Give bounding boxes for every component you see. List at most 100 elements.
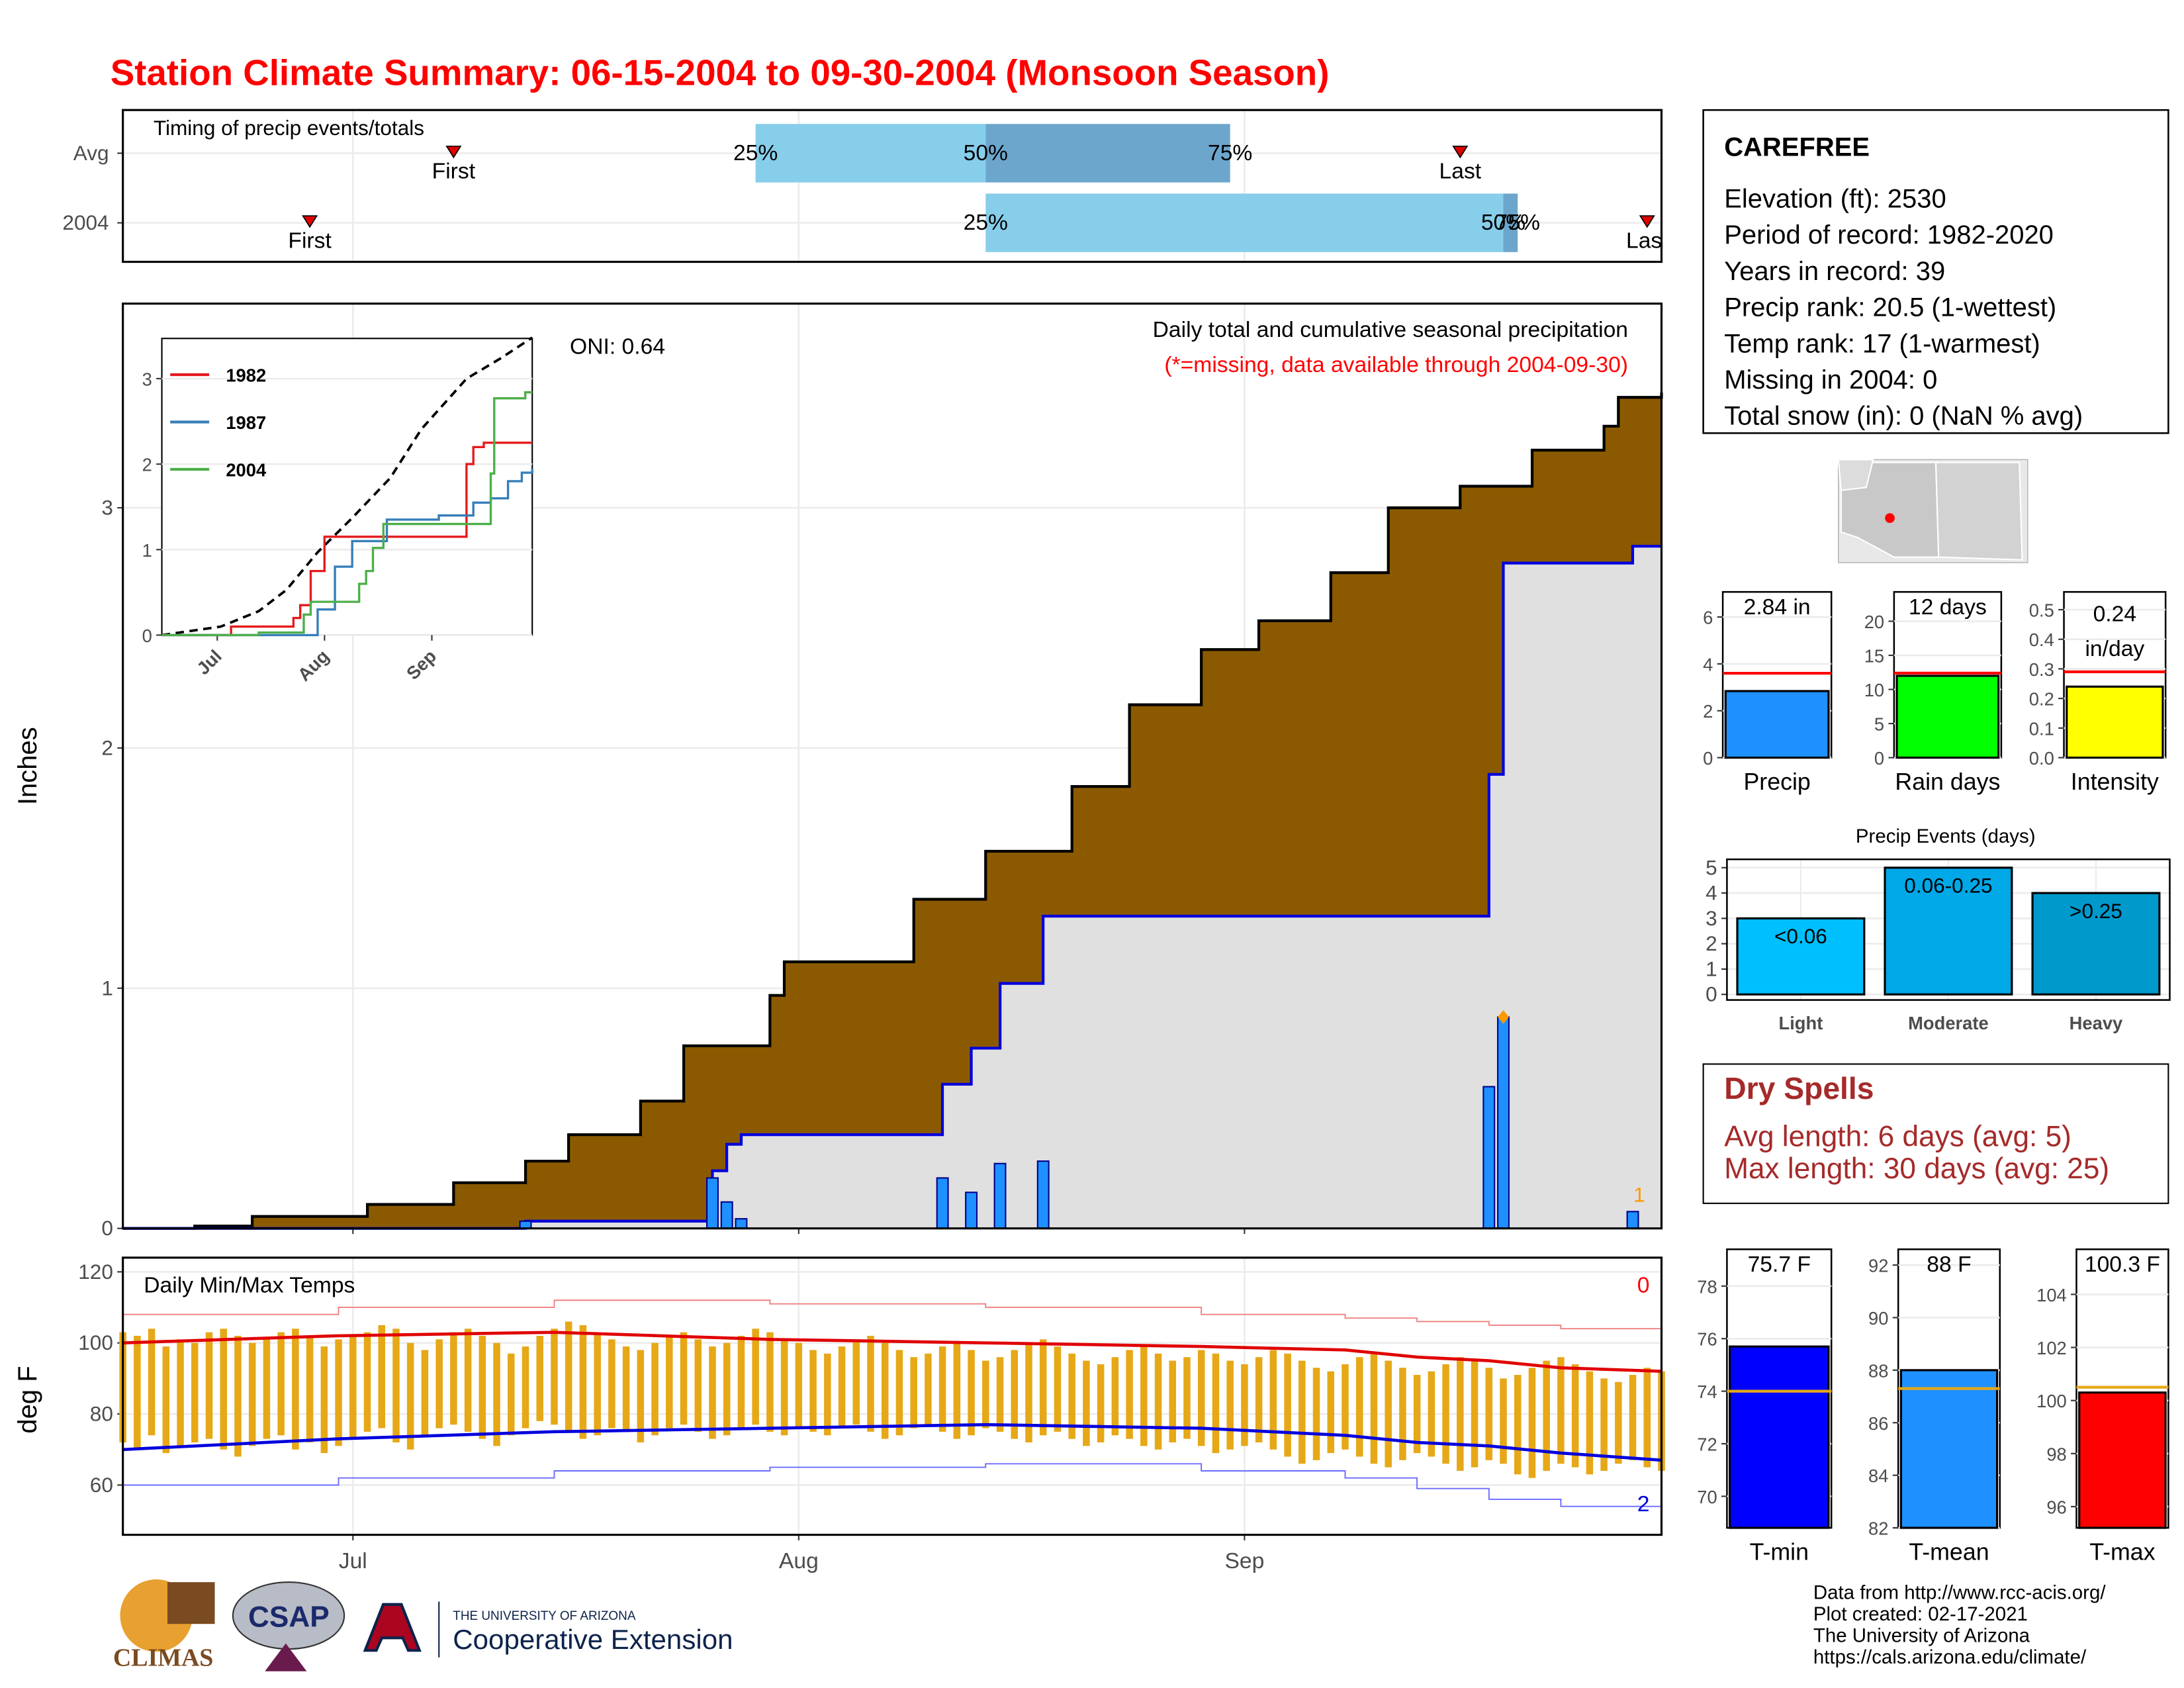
timing-bar: [755, 124, 986, 183]
station-line: Elevation (ft): 2530: [1724, 184, 1946, 213]
station-line: Total snow (in): 0 (NaN % avg): [1724, 402, 2083, 431]
dry-line: Max length: 30 days (avg: 25): [1724, 1152, 2109, 1185]
x-tick-label: Light: [1779, 1013, 1823, 1033]
legend-label: 1987: [226, 412, 266, 433]
y-tick-label: 2: [101, 735, 113, 759]
y-tick-label: 15: [1864, 646, 1884, 667]
event-marker: [302, 215, 318, 228]
y-tick-label: 100: [2036, 1391, 2067, 1411]
temp-bar: [996, 1357, 1004, 1432]
temp-bar: [1255, 1357, 1263, 1443]
temp-bar: [1111, 1357, 1119, 1436]
extension-text: Cooperative Extension: [453, 1624, 733, 1655]
chart-title: Daily total and cumulative seasonal prec…: [1153, 318, 1628, 342]
y-tick-label: 104: [2036, 1285, 2067, 1305]
y-tick-label: 0.4: [2029, 630, 2054, 650]
temp-bar: [780, 1339, 788, 1436]
quantile-label: 75%: [1208, 141, 1252, 165]
temp-bar: [1011, 1350, 1019, 1439]
daily-bar: [1626, 1211, 1639, 1229]
temp-bar: [1643, 1368, 1651, 1468]
temp-bar: [421, 1350, 429, 1436]
station-line: Missing in 2004: 0: [1724, 365, 1937, 395]
event-marker: [1452, 146, 1469, 159]
panel-border: [122, 109, 1663, 263]
page-title: Station Climate Summary: 06-15-2004 to 0…: [111, 52, 1330, 93]
temp-bar: [450, 1332, 457, 1425]
event-label: First: [288, 229, 332, 254]
footer-line: Data from http://www.rcc-acis.org/: [1813, 1581, 2106, 1603]
temp-bar: [1586, 1371, 1594, 1475]
y-tick-label: 102: [2036, 1338, 2067, 1358]
y-tick-label: 0.3: [2029, 659, 2054, 680]
daily-bar: [735, 1218, 748, 1229]
temp-bar: [464, 1329, 472, 1432]
x-tick-label: Jul: [339, 1549, 367, 1573]
gauge-bar: [2078, 1391, 2167, 1529]
temp-bar: [867, 1335, 874, 1432]
temp-bar: [737, 1335, 745, 1429]
temp-bar: [953, 1342, 961, 1439]
footer-line: Plot created: 02-17-2021: [1813, 1603, 2028, 1625]
x-tick-label: Sep: [1224, 1549, 1264, 1573]
temp-bar: [1485, 1368, 1493, 1460]
temp-bar: [1169, 1360, 1177, 1443]
temp-bar: [838, 1346, 846, 1429]
temp-bar: [205, 1332, 213, 1439]
temp-bar: [1226, 1360, 1234, 1450]
legend-label: 2004: [226, 460, 267, 481]
timing-bar: [1503, 193, 1518, 252]
temp-bar: [263, 1339, 271, 1439]
temp-bar: [852, 1339, 860, 1425]
y-tick-label: 120: [78, 1260, 113, 1284]
y-tick-label: 1: [101, 976, 113, 1000]
dry-box: [1702, 1063, 2169, 1204]
x-tick-label: Heavy: [2070, 1013, 2123, 1033]
temp-bar: [1039, 1339, 1047, 1436]
temp-bar: [795, 1342, 803, 1429]
temp-bar: [594, 1332, 601, 1436]
gauge-label: 12 days: [1909, 595, 1987, 620]
gauge-label: in/day: [2085, 637, 2144, 661]
chart-note: (*=missing, data available through 2004-…: [1164, 353, 1628, 377]
gauge-bar: [1899, 1369, 1999, 1529]
temp-bar: [335, 1339, 342, 1446]
temp-bar: [1399, 1368, 1406, 1460]
temp-bar: [1083, 1360, 1090, 1446]
temp-bar: [248, 1342, 256, 1446]
temp-bar: [968, 1350, 975, 1436]
temp-bar: [809, 1350, 817, 1432]
y-tick-label: 2: [142, 455, 152, 475]
y-tick-label: 6: [1703, 608, 1713, 628]
temp-bar: [1342, 1364, 1349, 1450]
bar: [1736, 917, 1866, 996]
bar: [2031, 892, 2161, 996]
y-tick-label: 90: [1868, 1308, 1888, 1329]
gauge-bar: [1895, 675, 2000, 759]
temp-bar: [1241, 1364, 1248, 1446]
inset-panel: [161, 338, 533, 636]
y-tick-label: 0: [101, 1216, 113, 1240]
temp-bar: [752, 1329, 759, 1425]
temp-bar: [982, 1360, 989, 1429]
gauge-label: 0.24: [2093, 602, 2137, 626]
station-line: Years in record: 39: [1724, 257, 1945, 286]
temp-bar: [766, 1332, 774, 1432]
timing-bar: [985, 193, 1504, 252]
quantile-label: 75%: [1496, 211, 1540, 235]
temp-bar: [622, 1346, 630, 1432]
y-tick-label: 98: [2046, 1444, 2066, 1464]
y-tick-label: 1: [1706, 957, 1717, 980]
temp-bar: [666, 1335, 673, 1429]
x-tick-label: Moderate: [1908, 1013, 1989, 1033]
temp-bar: [895, 1350, 903, 1436]
annotation: ONI: 0.64: [570, 334, 665, 359]
record-min-line: [122, 1463, 1662, 1507]
y-tick-label: 4: [1703, 654, 1713, 675]
temp-bar: [680, 1332, 688, 1425]
temp-bar: [1457, 1357, 1464, 1471]
cumulative-area: [122, 546, 1662, 1229]
temp-bar: [1269, 1350, 1277, 1450]
temp-bar: [435, 1339, 443, 1429]
temp-bar: [1312, 1368, 1320, 1460]
